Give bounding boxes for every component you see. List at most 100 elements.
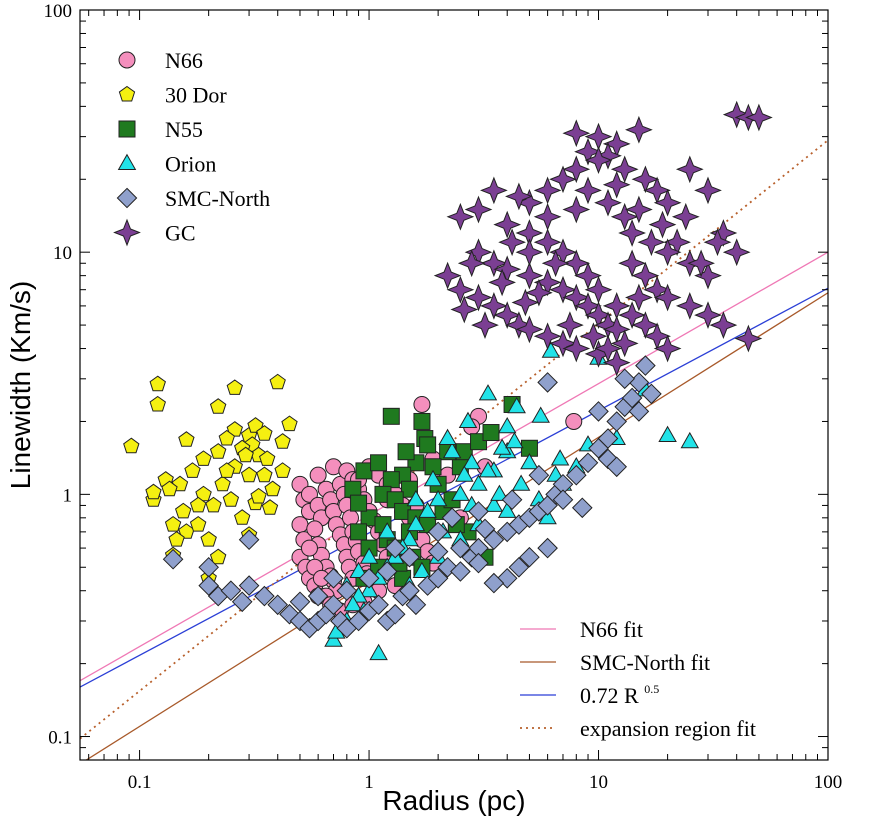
orion-point [324,630,343,647]
gc-point [648,210,677,239]
orion-point [490,484,509,501]
gc-point [709,311,738,339]
orion-point [406,489,426,507]
x-axis-title: Radius (pc) [382,785,525,816]
smc-north-point [238,529,260,551]
smc-north-point [537,372,558,393]
orion-point [428,489,448,507]
30-dor-point [240,466,258,483]
30-dor-point [218,462,235,478]
30-dor-point [189,515,207,532]
gc-point [574,137,602,166]
gc-point [450,295,479,324]
30-dor-point [247,417,264,433]
smc-north-point [427,567,449,589]
smc-north-point [450,561,471,582]
gc-point [505,311,533,339]
30-dor-point [274,462,291,478]
n55-point [350,523,368,541]
smc-north-point [323,594,344,616]
orion-point [349,561,368,578]
gc-point [574,292,602,320]
30-dor-point [164,515,182,532]
smc-north-point [405,594,427,616]
legend-label-30-dor: 30 Dor [165,83,227,108]
gc-point [446,275,475,304]
gc-point [515,261,544,290]
gc-point [493,210,522,239]
30-dor-point [184,462,201,478]
gc-point [643,275,671,304]
gc-point [631,261,660,290]
line-legend: N66 fit SMC-North fit 0.72 R 0.5 expansion … [520,617,756,741]
30-dor-point [234,509,251,525]
gc-point [480,176,508,205]
gc-point [618,219,646,247]
legend-label-smc-north: SMC-North [165,186,270,211]
gc-point [602,170,631,199]
plot-frame [79,9,829,761]
legend-label-n55: N55 [165,117,203,142]
smc-north-point [577,452,599,474]
gc-point [533,202,562,231]
30-dor-point [149,395,166,412]
orion-point [442,441,462,459]
legend-label-smc-north-fit: SMC-North fit [580,650,710,675]
marker-legend: N66 30 Dor N55 Orion SMC-North GC [113,48,270,247]
smc-north-point [537,537,558,559]
smc-north-point [614,368,636,390]
gc-point [694,176,722,205]
orion-point [369,643,388,661]
30-dor-point [237,446,254,463]
0-72-r-0-5-line [80,287,828,688]
smc-north-point [606,456,628,478]
gc-point [488,268,516,297]
smc-north-point [468,501,489,522]
smc-north-point [358,567,380,589]
y-tick-label: 10 [53,243,72,264]
orion-point [451,484,470,501]
n66-point [306,520,324,538]
gc-point [556,311,584,339]
30-dor-point [214,475,231,492]
legend-label-orion: Orion [165,152,216,177]
gc-point [533,176,562,205]
n66-point [291,516,309,534]
gc-point [515,315,544,344]
smc-north-point [267,594,289,616]
gc-point [663,228,691,257]
gc-point [687,249,715,278]
orion-point [462,452,481,470]
smc-north-point [641,383,662,405]
smc-north-point [323,567,344,589]
gc-point [722,100,751,129]
smc-north-point [220,580,242,602]
gc-point [562,119,591,148]
30-dor-point [218,429,235,446]
orion-point [455,465,474,482]
gc-point [675,155,704,184]
smc-north-point [427,541,449,562]
30-dor-point [209,548,227,565]
orion-point [507,396,526,414]
orion-point [520,452,539,470]
gc-point [594,188,622,217]
gc-point [525,278,553,307]
30-dor-point [261,499,279,515]
gc-point [493,301,522,329]
smc-north-point [450,537,471,559]
smc-north-point [238,575,260,596]
gc-point [675,292,704,320]
gc-point [625,115,653,144]
legend-label-0-72-r-0-5: 0.72 R 0.5 [580,682,659,708]
30-dor-point [209,443,227,459]
tick-labels: 0.1 1 10 100 0.1 1 10 100 [44,1,843,793]
gc-point [653,188,682,217]
gc-point [446,202,475,231]
smc-north-point [552,489,574,511]
30-dor-point [209,398,227,414]
gc-point [637,228,666,257]
gc-point [745,103,773,132]
smc-north-point [384,603,406,625]
